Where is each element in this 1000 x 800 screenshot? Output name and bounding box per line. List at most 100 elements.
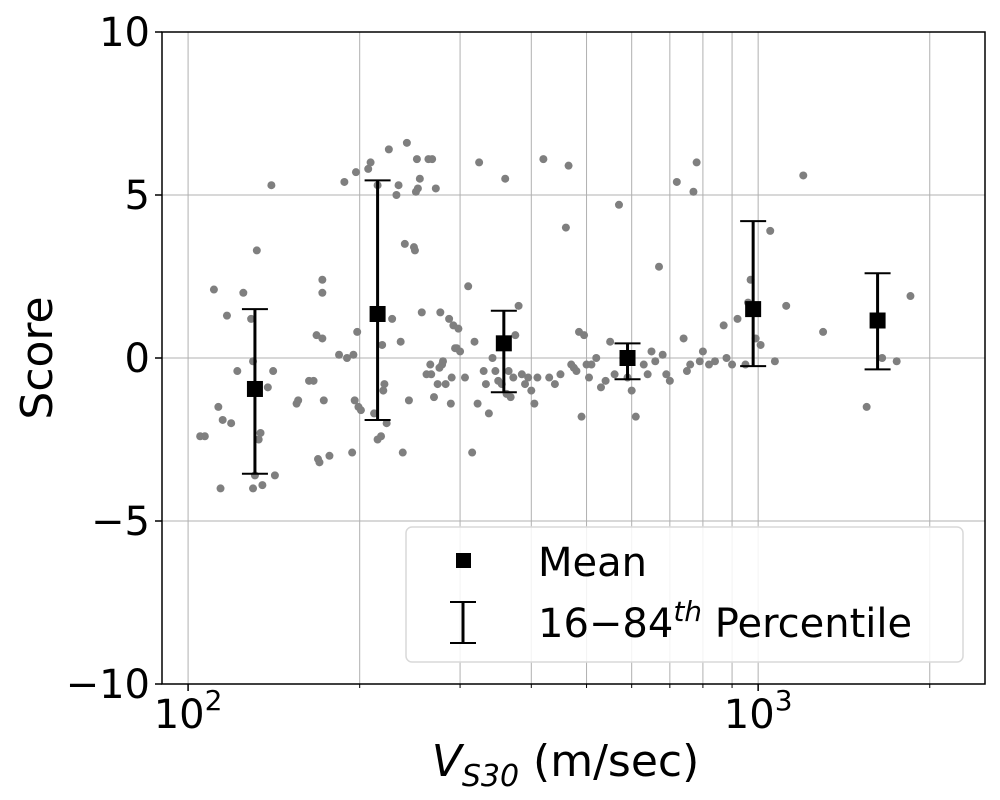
scatter-point	[216, 484, 225, 493]
scatter-point	[214, 402, 223, 411]
scatter-point	[378, 340, 387, 349]
scatter-point	[464, 282, 473, 291]
mean-marker	[745, 301, 762, 318]
x-axis-unit: (m/sec)	[519, 736, 699, 787]
scatter-point	[454, 324, 463, 333]
scatter-point	[719, 321, 728, 330]
scatter-point	[233, 367, 242, 376]
scatter-point	[312, 331, 321, 340]
scatter-point	[511, 331, 520, 340]
scatter-point	[413, 184, 422, 193]
scatter-point	[878, 354, 887, 362]
scatter-point	[733, 314, 742, 323]
scatter-point	[592, 354, 601, 362]
scatter-point	[396, 337, 405, 346]
scatter-point	[402, 138, 411, 147]
scatter-point	[438, 357, 447, 366]
scatter-point	[380, 380, 389, 389]
scatter-point	[741, 360, 750, 369]
scatter-point	[415, 174, 424, 183]
scatter-point	[892, 357, 901, 366]
scatter-point	[325, 451, 334, 460]
scatter-point	[756, 340, 765, 349]
scatter-point	[263, 383, 272, 392]
scatter-point	[501, 174, 510, 183]
legend-mean-marker	[456, 553, 471, 568]
scatter-point	[456, 347, 465, 356]
y-tick-label: 0	[125, 336, 150, 382]
scatter-point	[315, 458, 324, 467]
legend-percentile-marker	[450, 601, 476, 644]
scatter-point	[545, 373, 554, 382]
scatter-point	[572, 367, 581, 376]
scatter-point	[446, 399, 455, 408]
scatter-point	[799, 171, 808, 180]
scatter-point	[267, 181, 276, 190]
scatter-point	[692, 158, 701, 167]
legend-box	[405, 526, 964, 663]
scatter-point	[351, 168, 360, 177]
scatter-point	[819, 327, 828, 336]
scatter-point	[564, 161, 573, 170]
scatter-point	[722, 354, 731, 362]
scatter-point	[705, 360, 714, 369]
scatter-point	[585, 373, 594, 382]
scatter-point	[695, 357, 704, 366]
scatter-point	[506, 393, 515, 402]
scatter-point	[394, 181, 403, 190]
scatter-point	[247, 314, 256, 323]
scatter-point	[468, 448, 477, 457]
scatter-point	[517, 370, 526, 379]
scatter-point	[662, 370, 671, 379]
scatter-point	[601, 376, 610, 385]
x-axis-subscript: S30	[462, 759, 519, 794]
scatter-point	[596, 383, 605, 392]
scatter-point	[441, 380, 450, 389]
scatter-point	[379, 386, 388, 395]
legend: Mean 16−84th Percentile	[405, 526, 964, 663]
scatter-point	[239, 288, 248, 297]
scatter-point	[436, 308, 445, 317]
scatter-point	[384, 145, 393, 154]
scatter-point	[222, 311, 231, 320]
mean-marker	[869, 312, 886, 329]
scatter-point	[658, 350, 667, 359]
scatter-point	[382, 419, 391, 428]
scatter-point	[679, 334, 688, 343]
scatter-point	[530, 399, 539, 408]
scatter-point	[539, 155, 548, 164]
scatter-point	[426, 360, 435, 369]
scatter-point	[686, 360, 695, 369]
scatter-point	[473, 399, 482, 408]
scatter-point	[481, 380, 490, 389]
scatter-point	[479, 367, 488, 376]
scatter-point	[627, 386, 636, 395]
scatter-point	[655, 262, 664, 271]
scatter-point	[218, 415, 227, 424]
legend-percentile-label: 16−84th Percentile	[538, 595, 912, 647]
scatter-point	[428, 155, 437, 164]
scatter-point	[364, 164, 373, 173]
legend-percentile-word: Percentile	[702, 601, 912, 647]
scatter-point	[209, 285, 218, 294]
scatter-point	[319, 396, 328, 405]
scatter-point	[249, 484, 258, 493]
scatter-point	[710, 357, 719, 366]
scatter-point	[524, 373, 533, 382]
legend-mean-label: Mean	[538, 540, 647, 586]
x-axis-symbol: V	[432, 736, 465, 787]
scatter-point	[258, 481, 267, 490]
scatter-point	[392, 191, 401, 199]
scatter-point	[294, 396, 303, 405]
mean-marker	[495, 335, 512, 352]
scatter-point	[318, 288, 327, 297]
scatter-point	[377, 432, 386, 441]
scatter-point	[252, 246, 261, 255]
scatter-point	[610, 370, 619, 379]
scatter-point	[698, 347, 707, 356]
scatter-point	[404, 396, 413, 405]
scatter-point	[227, 419, 236, 428]
scatter-point	[348, 448, 357, 457]
scatter-point	[682, 367, 691, 376]
